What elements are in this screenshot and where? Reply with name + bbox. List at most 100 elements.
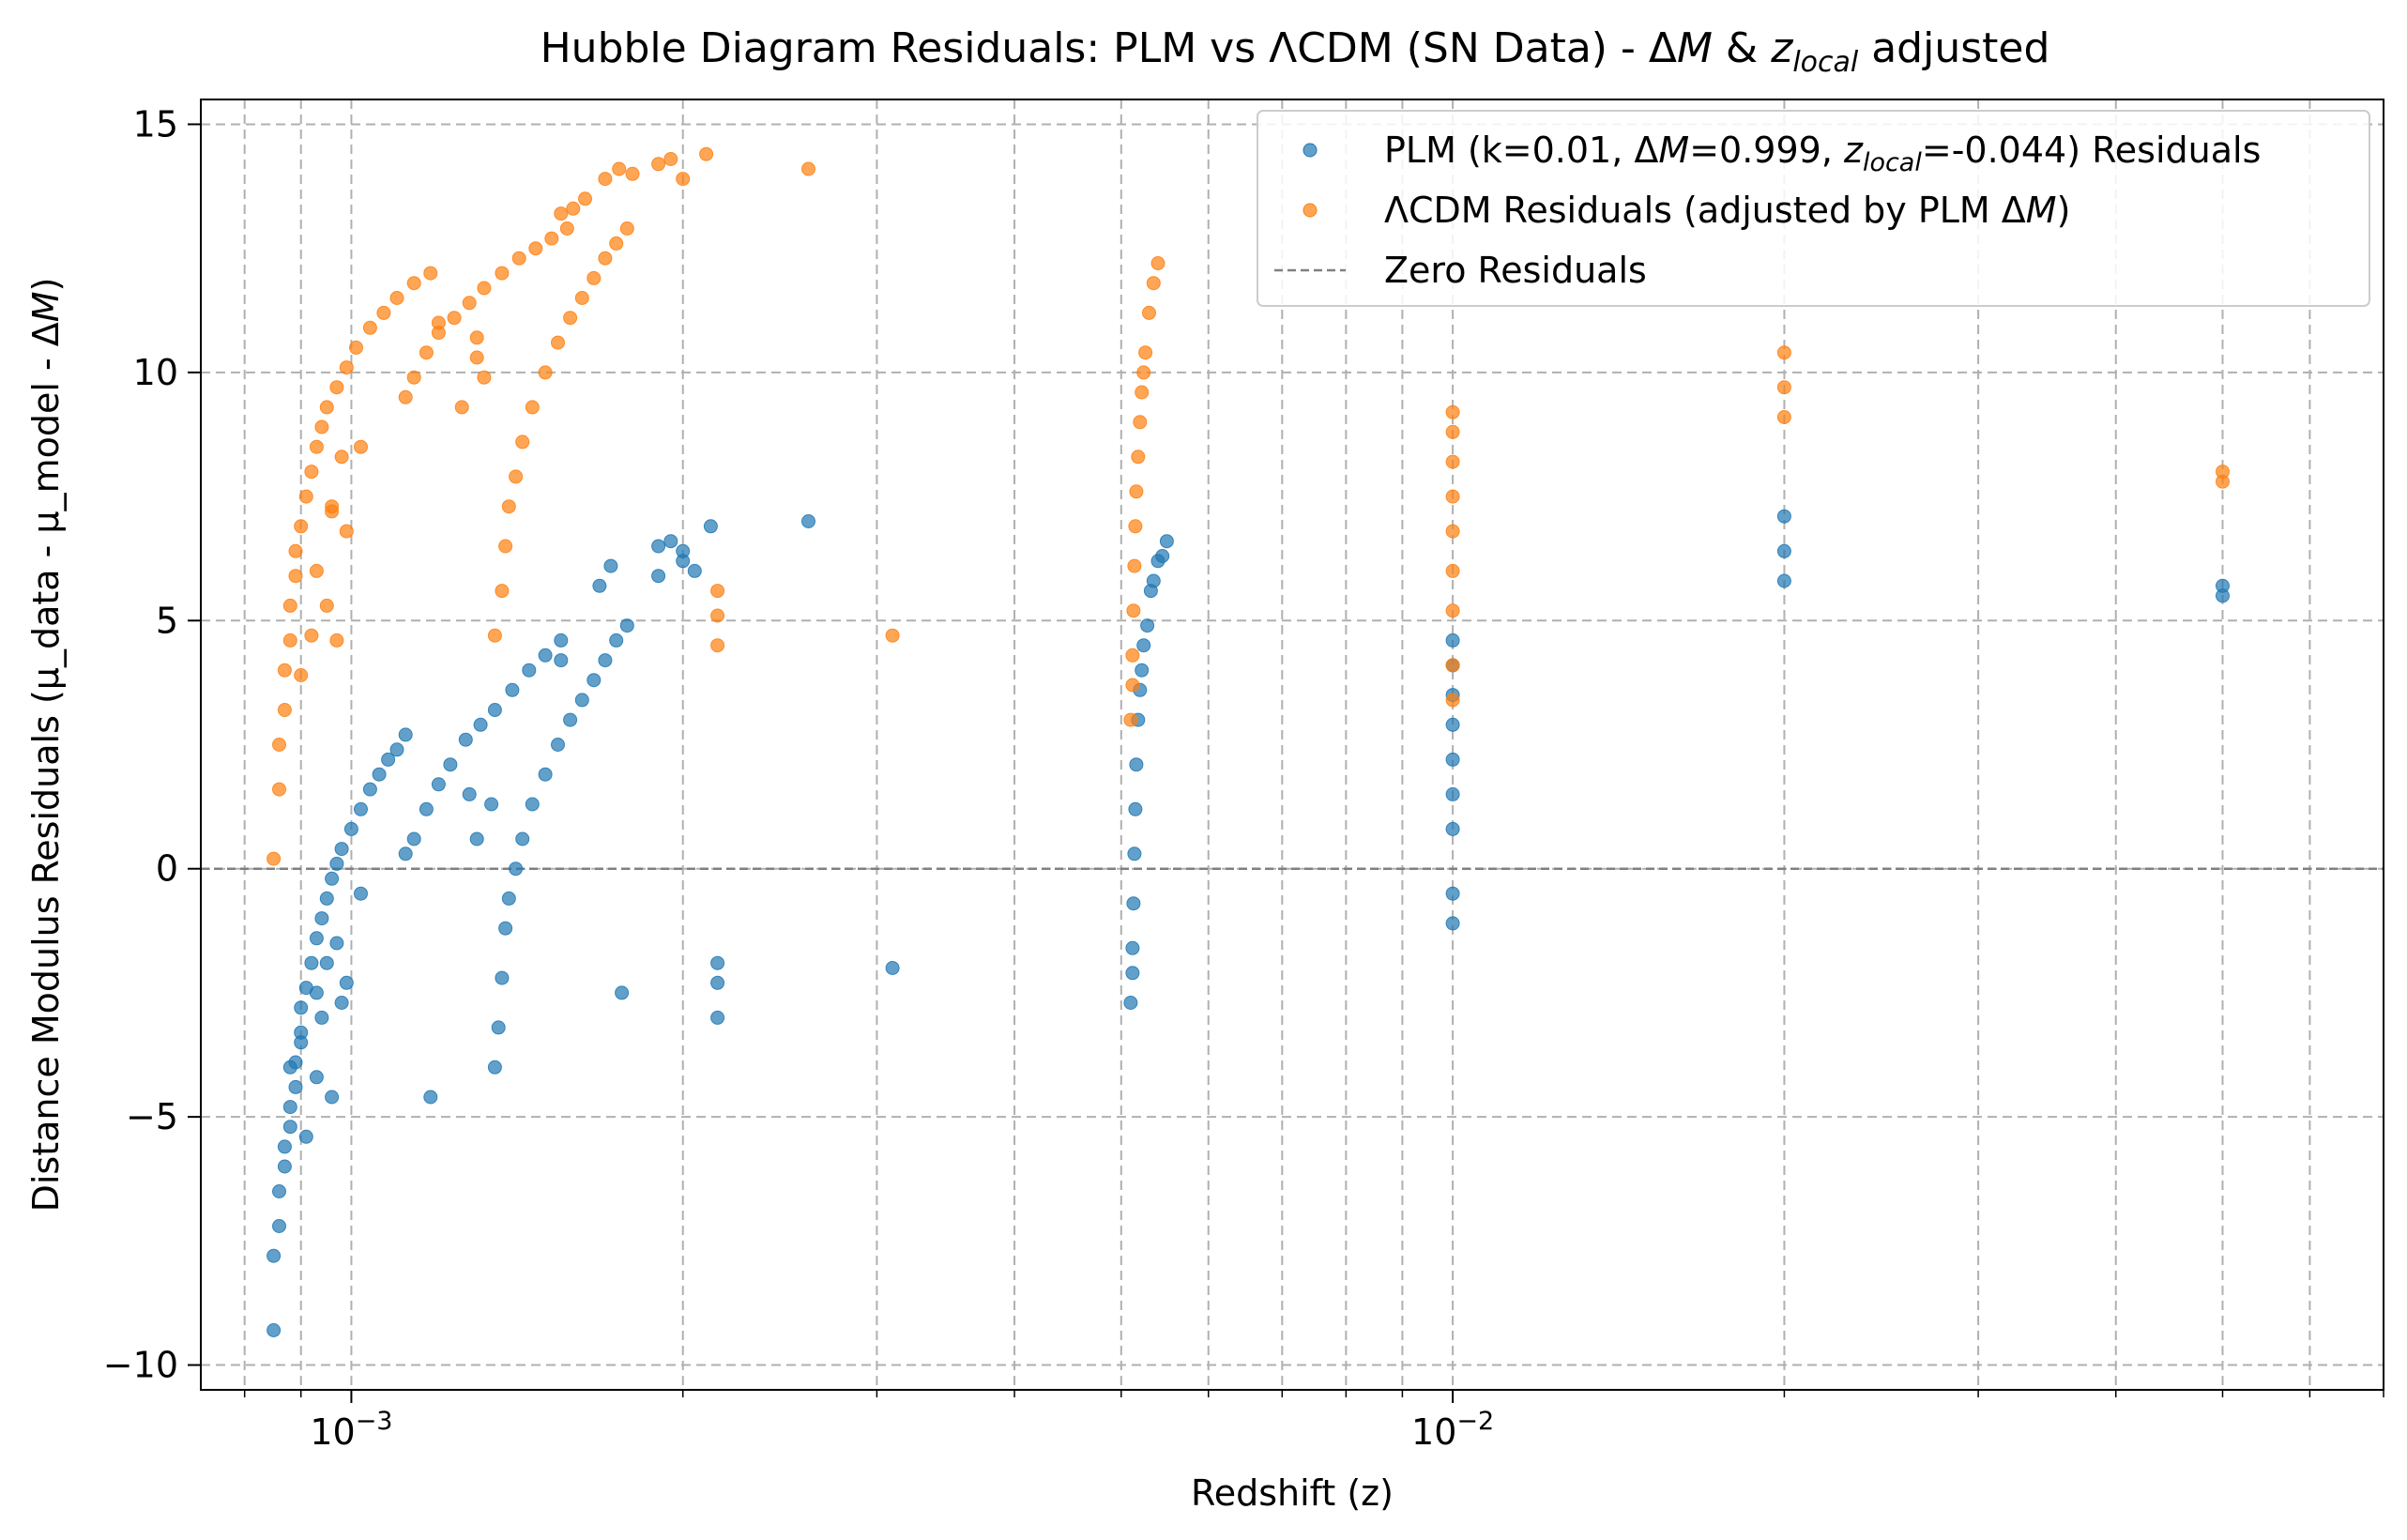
data-point: [294, 668, 309, 682]
data-point: [339, 524, 354, 539]
data-point: [462, 296, 477, 311]
data-point: [419, 801, 434, 816]
chart-title: Hubble Diagram Residuals: PLM vs ΛCDM (S…: [541, 24, 2050, 79]
data-point: [619, 221, 634, 236]
data-point: [554, 653, 569, 668]
series-1: [267, 509, 2230, 1337]
data-point: [651, 569, 666, 584]
data-point: [1445, 489, 1460, 504]
data-point: [314, 1010, 329, 1025]
data-point: [554, 633, 569, 648]
data-point: [1125, 678, 1140, 693]
data-point: [309, 931, 324, 946]
data-point: [1445, 603, 1460, 618]
data-point: [495, 584, 510, 599]
data-point: [423, 266, 438, 281]
data-point: [525, 797, 540, 812]
data-point: [676, 543, 691, 558]
data-point: [334, 450, 349, 465]
legend-label: ΛCDM Residuals (adjusted by PLM ΔM): [1384, 190, 2070, 231]
data-point: [462, 786, 477, 801]
y-tick-label: 15: [133, 103, 178, 145]
data-point: [801, 514, 815, 528]
data-point: [443, 757, 458, 772]
data-point: [349, 340, 363, 355]
y-tick-label: 0: [156, 848, 178, 890]
data-point: [574, 693, 589, 708]
data-point: [1445, 633, 1460, 648]
data-point: [801, 161, 815, 176]
data-point: [551, 335, 565, 350]
data-point: [538, 648, 553, 663]
data-point: [498, 921, 513, 936]
data-point: [1150, 256, 1165, 270]
data-point: [509, 861, 524, 877]
data-point: [1135, 385, 1150, 400]
data-point: [272, 782, 286, 797]
data-point: [598, 653, 613, 668]
data-point: [495, 970, 510, 985]
data-point: [1136, 365, 1151, 380]
data-point: [1146, 276, 1161, 291]
data-point: [334, 996, 349, 1010]
x-axis-label: Redshift (z): [1191, 1472, 1394, 1514]
data-point: [1776, 543, 1791, 558]
data-point: [329, 380, 344, 395]
data-point: [574, 291, 589, 305]
data-point: [381, 752, 396, 767]
data-point: [1127, 846, 1142, 861]
data-point: [554, 206, 569, 221]
data-point: [309, 1070, 324, 1085]
data-point: [515, 435, 530, 450]
data-point: [663, 534, 678, 549]
data-point: [710, 584, 725, 599]
data-point: [477, 370, 492, 385]
legend-label: Zero Residuals: [1384, 250, 1647, 291]
data-point: [398, 727, 413, 742]
data-point: [598, 172, 613, 187]
data-point: [2216, 465, 2230, 480]
data-point: [1142, 305, 1156, 320]
data-point: [559, 221, 574, 236]
data-point: [477, 281, 492, 296]
data-point: [272, 738, 286, 752]
data-point: [277, 663, 292, 678]
data-point: [372, 767, 387, 782]
data-point: [651, 157, 666, 172]
data-point: [587, 673, 602, 688]
gridlines: [201, 99, 2384, 1390]
x-axis: 10−3 10−2: [243, 1390, 2384, 1453]
data-point: [505, 682, 520, 697]
data-point: [334, 842, 349, 857]
data-point: [615, 985, 630, 1000]
data-point: [1125, 648, 1140, 663]
data-point: [1128, 519, 1143, 534]
data-point: [282, 598, 297, 613]
data-point: [710, 955, 725, 970]
data-point: [509, 469, 524, 484]
data-point: [1136, 638, 1151, 653]
legend-marker: [1303, 203, 1318, 218]
data-point: [431, 315, 446, 330]
y-axis-label: Distance Modulus Residuals (μ_data - μ_m…: [25, 278, 67, 1212]
data-point: [699, 146, 714, 161]
data-point: [495, 266, 510, 281]
data-point: [1445, 717, 1460, 732]
data-point: [282, 633, 297, 648]
data-point: [267, 1248, 282, 1263]
data-point: [885, 961, 900, 975]
data-point: [354, 886, 368, 901]
data-point: [710, 608, 725, 623]
data-point: [267, 1323, 282, 1337]
data-point: [469, 350, 484, 365]
data-point: [325, 499, 340, 514]
data-point: [501, 499, 516, 514]
data-point: [1445, 563, 1460, 578]
data-point: [277, 1139, 292, 1154]
data-point: [609, 633, 624, 648]
data-point: [1445, 916, 1460, 931]
x-tick-label: 10−3: [310, 1407, 392, 1453]
data-point: [1125, 966, 1140, 981]
data-point: [525, 400, 540, 415]
data-point: [329, 633, 344, 648]
